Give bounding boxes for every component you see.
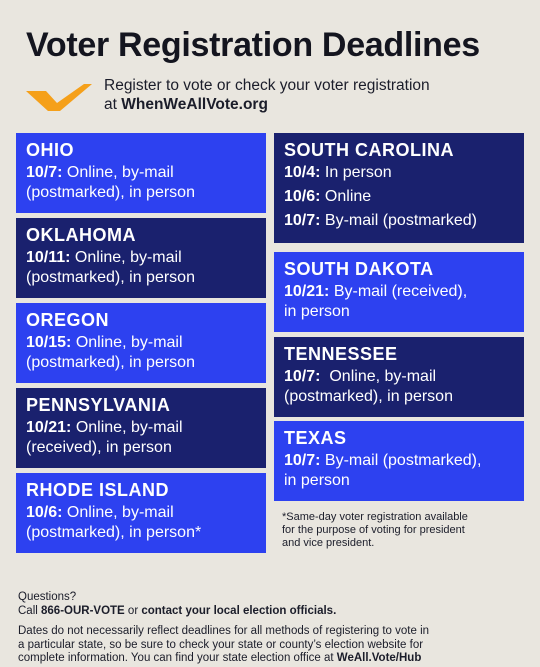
note-line: for the purpose of voting for president (282, 524, 465, 536)
deadline-text: By-mail (postmarked) (320, 212, 477, 229)
deadline-date: 10/7: (284, 212, 321, 229)
state-card-south-carolina: SOUTH CAROLINA 10/4: In person 10/6: Onl… (274, 133, 524, 243)
deadline-text: (postmarked), in person (26, 354, 195, 371)
note-line: and vice president. (282, 537, 375, 549)
deadline-text: Online, by-mail (62, 164, 174, 181)
deadline-text: Online, by-mail (71, 334, 183, 351)
note-line: *Same-day voter registration available (282, 511, 468, 523)
deadline-text: (postmarked), in person (26, 184, 195, 201)
state-card-south-dakota: SOUTH DAKOTA 10/21: By-mail (received), … (274, 252, 524, 332)
state-card-ohio: OHIO 10/7: Online, by-mail (postmarked),… (16, 133, 266, 213)
deadline-date: 10/15: (26, 334, 72, 351)
deadline-date: 10/4: (284, 164, 321, 181)
deadline-date: 10/11: (26, 249, 71, 266)
deadline-text: Online, by-mail (71, 419, 183, 436)
subtitle-prefix: at (104, 96, 122, 113)
deadline-date: 10/21: (284, 283, 330, 300)
call-prefix: Call (18, 604, 42, 617)
same-day-note: *Same-day voter registration available f… (282, 511, 522, 550)
state-card-texas: TEXAS 10/7: By-mail (postmarked), in per… (274, 421, 524, 501)
deadline-text: Online (320, 188, 372, 205)
state-name: TENNESSEE (284, 344, 398, 364)
state-card-pennsylvania: PENNSYLVANIA 10/21: Online, by-mail (rec… (16, 388, 266, 468)
deadline-text: Online, by-mail (320, 368, 437, 385)
state-name: TEXAS (284, 428, 347, 448)
disclaimer-line: complete information. You can find your … (18, 652, 337, 664)
page-title: Voter Registration Deadlines (26, 26, 480, 64)
state-card-oklahoma: OKLAHOMA 10/11: Online, by-mail (postmar… (16, 218, 266, 298)
state-card-oregon: OREGON 10/15: Online, by-mail (postmarke… (16, 303, 266, 383)
state-card-tennessee: TENNESSEE 10/7: Online, by-mail (postmar… (274, 337, 524, 417)
deadline-text: (postmarked), in person (26, 269, 195, 286)
state-name: OHIO (26, 140, 75, 160)
state-name: OREGON (26, 310, 110, 330)
deadline-text: (received), in person (26, 439, 172, 456)
deadline-date: 10/7: (284, 452, 321, 469)
state-name: OKLAHOMA (26, 225, 136, 245)
deadline-text: (postmarked), in person* (26, 524, 202, 541)
call-middle: or (124, 604, 142, 617)
deadline-date: 10/21: (26, 419, 72, 436)
deadline-text: Online, by-mail (70, 249, 182, 266)
website-link[interactable]: WhenWeAllVote.org (121, 96, 268, 113)
disclaimer: Dates do not necessarily reflect deadlin… (18, 625, 522, 666)
disclaimer-line: a particular state, so be sure to check … (18, 638, 424, 651)
deadline-text: in person (284, 472, 350, 489)
deadline-text: In person (320, 164, 392, 181)
questions-section: Questions? Call 866-OUR-VOTE or contact … (18, 591, 522, 618)
deadline-text: (postmarked), in person (284, 388, 453, 405)
state-name: RHODE ISLAND (26, 480, 170, 500)
deadline-date: 10/6: (26, 504, 63, 521)
deadline-date: 10/7: (26, 164, 63, 181)
deadline-text: By-mail (postmarked), (320, 452, 482, 469)
hub-link[interactable]: WeAll.Vote/Hub (336, 652, 422, 664)
deadline-text: in person (284, 303, 350, 320)
subtitle: Register to vote or check your voter reg… (104, 76, 430, 114)
questions-heading: Questions? (18, 591, 77, 603)
state-name: SOUTH DAKOTA (284, 259, 434, 279)
state-name: PENNSYLVANIA (26, 395, 171, 415)
state-card-rhode-island: RHODE ISLAND 10/6: Online, by-mail (post… (16, 473, 266, 553)
contact-officials-text: contact your local election officials. (141, 604, 337, 617)
subtitle-text: Register to vote or check your voter reg… (104, 77, 430, 94)
state-name: SOUTH CAROLINA (284, 140, 454, 160)
check-logo-icon (26, 84, 92, 111)
deadline-text: Online, by-mail (62, 504, 174, 521)
deadline-text: By-mail (received), (329, 283, 468, 300)
deadline-date: 10/6: (284, 188, 321, 205)
deadline-date: 10/7: (284, 368, 321, 385)
phone-number[interactable]: 866-OUR-VOTE (41, 604, 125, 617)
disclaimer-line: Dates do not necessarily reflect deadlin… (18, 625, 430, 637)
